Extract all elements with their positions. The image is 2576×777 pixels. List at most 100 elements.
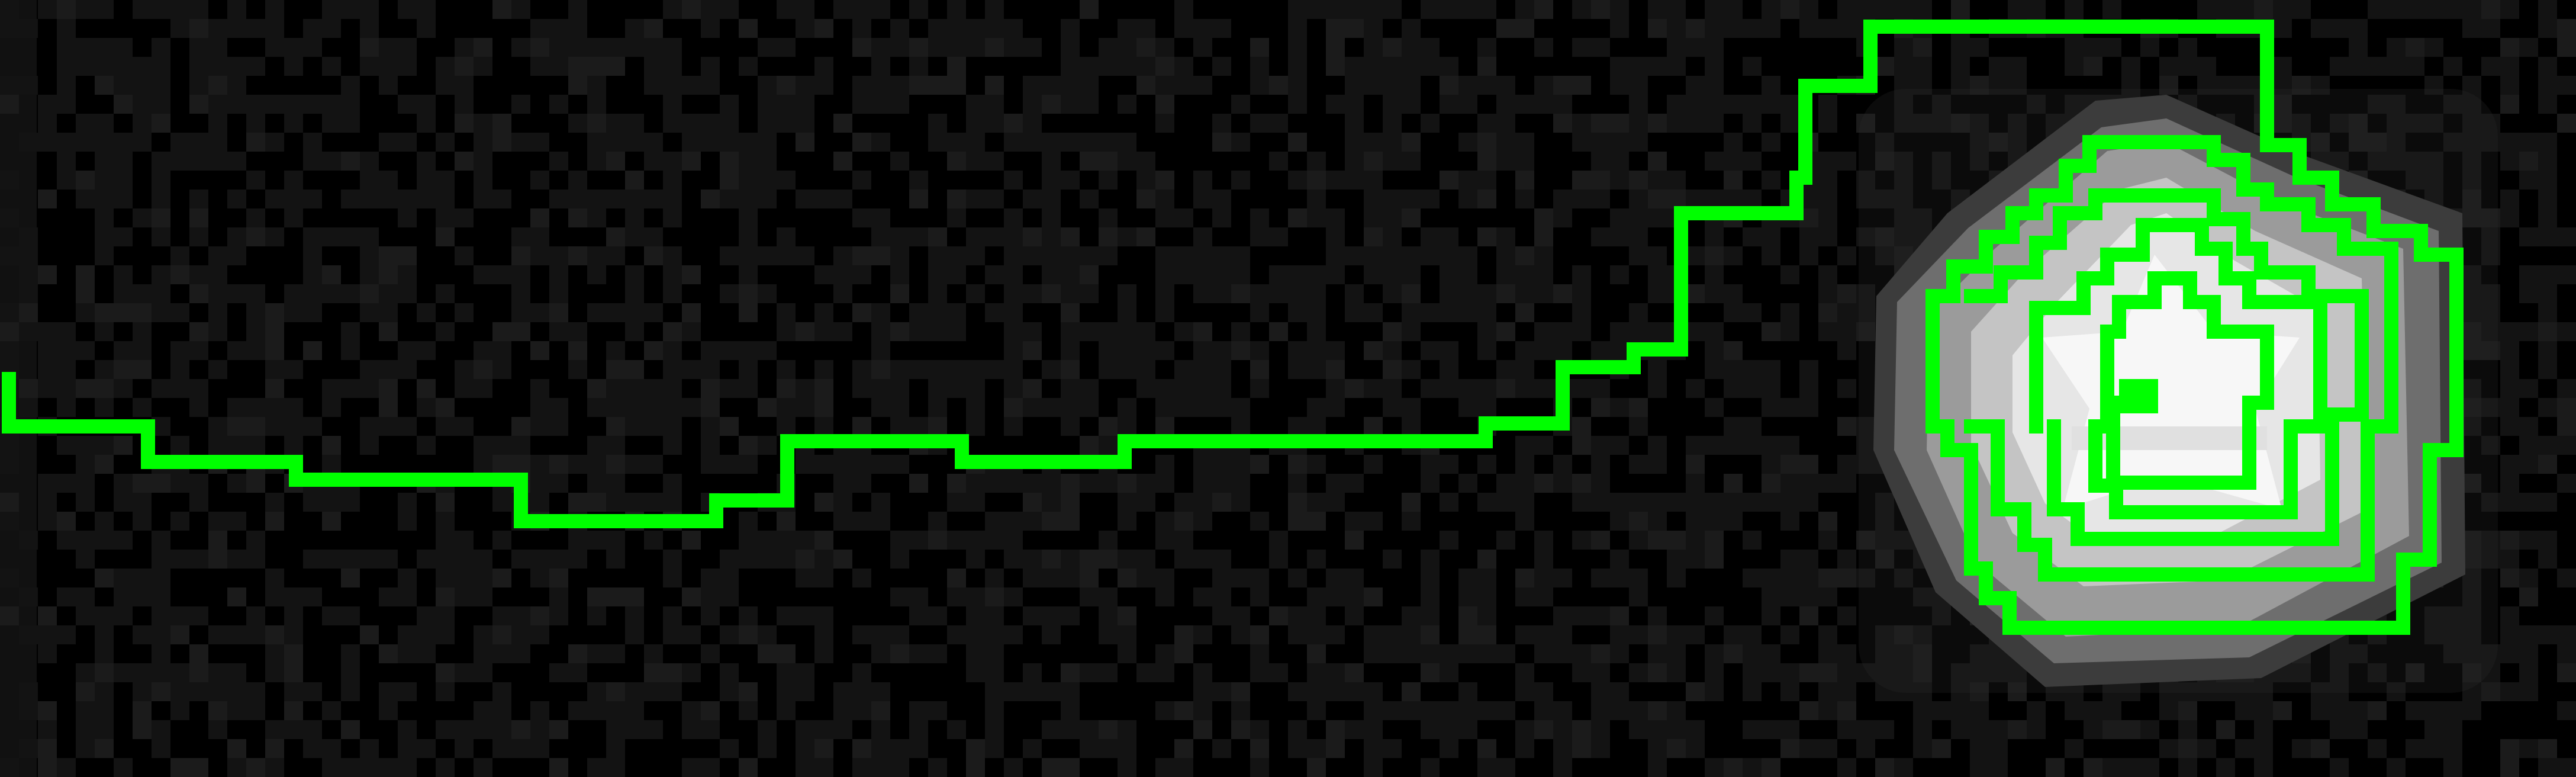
floor-tile [947, 265, 966, 284]
floor-tile [1307, 493, 1326, 512]
floor-tile [303, 190, 322, 208]
floor-tile [1231, 133, 1250, 152]
floor-tile [265, 0, 284, 19]
floor-tile [455, 246, 474, 265]
floor-tile [2500, 569, 2519, 587]
floor-tile [833, 265, 852, 284]
floor-tile [1667, 739, 1686, 758]
floor-tile [1023, 398, 1042, 417]
floor-tile [1326, 625, 1345, 644]
floor-tile [2292, 663, 2311, 682]
floor-tile [2500, 190, 2519, 208]
player-marker-icon[interactable] [2119, 379, 2158, 413]
floor-tile [2481, 341, 2500, 360]
floor-tile [360, 417, 379, 436]
floor-tile [852, 701, 871, 720]
floor-tile [568, 341, 587, 360]
floor-tile [1686, 38, 1705, 57]
floor-tile [739, 606, 758, 625]
floor-tile [663, 682, 682, 701]
floor-tile [1023, 76, 1042, 95]
floor-tile [1705, 512, 1724, 531]
floor-tile [2557, 76, 2576, 95]
floor-tile [1099, 606, 1118, 625]
floor-tile [1345, 0, 1364, 19]
floor-tile [1364, 208, 1383, 227]
floor-tile [1743, 531, 1762, 550]
floor-tile [871, 0, 890, 19]
floor-tile [455, 208, 474, 227]
floor-tile [474, 265, 492, 284]
floor-tile [1174, 531, 1193, 550]
floor-tile [474, 550, 492, 569]
floor-tile [436, 758, 455, 777]
floor-tile [1023, 493, 1042, 512]
floor-tile [1515, 360, 1534, 379]
floor-tile [1458, 474, 1477, 493]
floor-tile [1250, 625, 1269, 644]
floor-tile [758, 38, 777, 57]
floor-tile [492, 493, 511, 512]
floor-tile [303, 493, 322, 512]
floor-tile [1402, 95, 1421, 114]
floor-tile [1080, 569, 1099, 587]
floor-tile [1724, 379, 1743, 398]
floor-tile [701, 114, 720, 133]
floor-tile [2500, 341, 2519, 360]
floor-tile [587, 265, 606, 284]
floor-tile [2557, 663, 2576, 682]
floor-tile [1193, 587, 1212, 606]
floor-tile [227, 663, 246, 682]
floor-tile [2178, 682, 2197, 701]
floor-tile [1061, 569, 1080, 587]
floor-tile [511, 606, 530, 625]
floor-tile [398, 720, 417, 739]
floor-tile [1743, 417, 1762, 436]
floor-tile [1724, 512, 1743, 531]
floor-tile [114, 493, 133, 512]
floor-tile [1818, 208, 1837, 227]
floor-tile [76, 493, 95, 512]
floor-tile [606, 474, 625, 493]
floor-tile [2462, 133, 2481, 152]
floor-tile [1288, 493, 1307, 512]
floor-tile [2349, 57, 2368, 76]
floor-tile [1118, 474, 1136, 493]
floor-tile [1042, 95, 1061, 114]
floor-tile [1686, 114, 1705, 133]
floor-tile [1610, 114, 1629, 133]
floor-tile [19, 284, 38, 303]
floor-tile [2349, 38, 2368, 57]
floor-tile [871, 246, 890, 265]
floor-tile [2178, 701, 2197, 720]
floor-tile [1913, 114, 1932, 133]
floor-tile [2538, 739, 2557, 758]
floor-tile [1799, 474, 1818, 493]
floor-tile [2216, 76, 2235, 95]
floor-tile [436, 57, 455, 76]
floor-tile [852, 625, 871, 644]
floor-tile [1345, 133, 1364, 152]
floor-tile [114, 436, 133, 455]
floor-tile [890, 227, 909, 246]
floor-tile [2065, 739, 2084, 758]
floor-tile [796, 379, 814, 398]
floor-tile [909, 474, 928, 493]
floor-tile [909, 720, 928, 739]
floor-tile [587, 758, 606, 777]
floor-tile [1193, 550, 1212, 569]
floor-tile [1610, 57, 1629, 76]
floor-tile [1212, 682, 1231, 701]
floor-tile [1307, 663, 1326, 682]
floor-tile [1970, 758, 1989, 777]
floor-tile [511, 417, 530, 436]
floor-tile [814, 265, 833, 284]
floor-tile [2216, 682, 2235, 701]
floor-tile [1894, 95, 1913, 114]
floor-tile [1212, 493, 1231, 512]
floor-tile [398, 569, 417, 587]
floor-tile [1099, 625, 1118, 644]
floor-tile [985, 474, 1004, 493]
